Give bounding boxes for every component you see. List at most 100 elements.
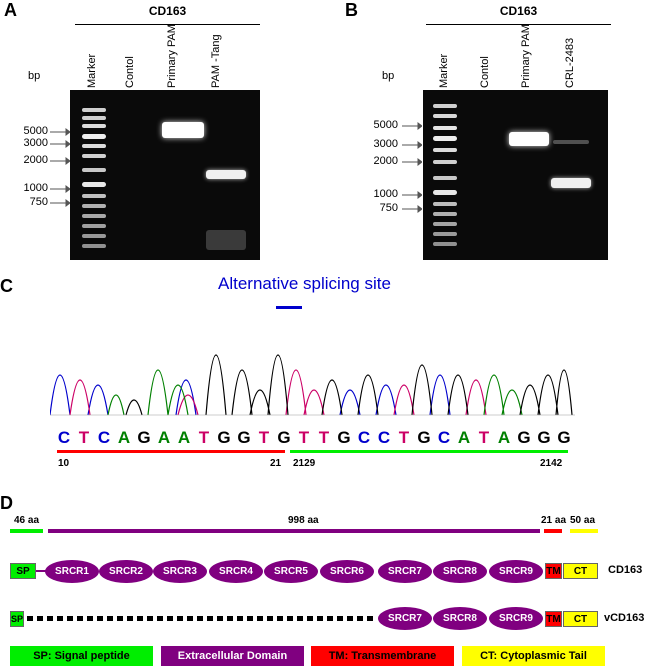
sp-length-bar	[10, 529, 43, 533]
right-end-number: 2142	[540, 458, 563, 469]
panel-d-letter: D	[0, 493, 13, 513]
sequence-base: C	[97, 428, 111, 447]
panel-c-letter: C	[0, 276, 13, 296]
panel-a-size-arrows	[50, 128, 70, 207]
sequence-base: G	[557, 428, 571, 447]
vcd163-ct-box: CT	[563, 611, 598, 627]
sequence-base: G	[417, 428, 431, 447]
panel-a-size-1000: 1000	[23, 182, 48, 194]
panel-b-crl-2483-band	[551, 178, 591, 188]
vcd163-srcr8: SRCR8	[433, 607, 487, 630]
panel-b-lane-crl-2483: CRL-2483	[564, 37, 576, 88]
panel-a-primary-pam-band	[162, 122, 204, 138]
ext-length: 998 aa	[288, 515, 319, 526]
panel-a-pam-tang-smear	[206, 230, 246, 250]
cd163-srcr2: SRCR2	[99, 560, 153, 583]
vcd163-tm-box: TM	[545, 611, 562, 627]
sequence-base: G	[217, 428, 231, 447]
sequence-base: A	[157, 428, 171, 447]
panel-a-size-750: 750	[29, 196, 48, 208]
sequence-base: C	[437, 428, 451, 447]
cd163-ct-box: CT	[563, 563, 598, 579]
sequence-base: G	[277, 428, 291, 447]
sequence-base: C	[57, 428, 71, 447]
ct-length: 50 aa	[570, 515, 596, 526]
panel-a-title: CD163	[148, 4, 187, 18]
sequence-base: A	[497, 428, 511, 447]
vcd163-srcr9: SRCR9	[489, 607, 543, 630]
cd163-srcr3: SRCR3	[153, 560, 207, 583]
sequence-base: T	[398, 428, 410, 447]
sequence-base: T	[198, 428, 210, 447]
left-end-number: 21	[270, 458, 282, 469]
legend-cytoplasmic-tail: CT: Cytoplasmic Tail	[462, 646, 605, 666]
panel-b-size-3000: 3000	[373, 138, 398, 150]
panel-b-lane-control: Contol	[479, 56, 491, 88]
ext-length-bar	[48, 529, 540, 533]
panel-b-bp-label: bp	[382, 70, 395, 82]
vcd163-label: vCD163	[604, 612, 645, 624]
panel-b-size-arrows	[402, 122, 422, 213]
panel-a-lane-control: Contol	[124, 56, 136, 88]
panel-b-lane-marker: Marker	[438, 53, 450, 88]
chromatogram	[50, 354, 575, 416]
sequence-base: C	[377, 428, 391, 447]
cd163-sp-box: SP	[10, 563, 36, 579]
tm-length: 21 aa	[541, 515, 567, 526]
panel-b-crl-2483-faint-band	[553, 140, 589, 144]
sequence-base: A	[177, 428, 191, 447]
sequence-base: G	[517, 428, 531, 447]
legend-extracellular-domain: Extracellular Domain	[161, 646, 304, 666]
sequence-base: G	[537, 428, 551, 447]
legend-signal-peptide: SP: Signal peptide	[10, 646, 153, 666]
panel-a-lane-primary-pam: Primary PAM	[166, 24, 178, 88]
cd163-srcr4: SRCR4	[209, 560, 263, 583]
cd163-srcr9: SRCR9	[489, 560, 543, 583]
cd163-srcr1: SRCR1	[45, 560, 99, 583]
sequence-base: A	[117, 428, 131, 447]
vcd163-srcr7: SRCR7	[378, 607, 432, 630]
panel-a-size-5000: 5000	[23, 125, 48, 137]
cd163-linker	[36, 570, 46, 572]
ct-length-bar	[570, 529, 598, 533]
sequence-base: T	[78, 428, 90, 447]
cd163-srcr6: SRCR6	[320, 560, 374, 583]
panel-b-title-rule	[426, 24, 611, 25]
sequence-base: T	[298, 428, 310, 447]
panel-b-size-2000: 2000	[373, 155, 398, 167]
panel-a-letter: A	[4, 0, 17, 20]
right-segment-bar	[290, 450, 568, 453]
sequence-base: T	[258, 428, 270, 447]
panel-a-pam-tang-band	[206, 170, 246, 179]
cd163-tm-box: TM	[545, 563, 562, 579]
splice-site-label: Alternative splicing site	[218, 274, 391, 293]
sequence-base: T	[318, 428, 330, 447]
panel-a-gel	[70, 90, 260, 260]
panel-a-size-3000: 3000	[23, 137, 48, 149]
panel-b-size-1000: 1000	[373, 188, 398, 200]
sequence-base: C	[357, 428, 371, 447]
panel-b-letter: B	[345, 0, 358, 20]
vcd163-sp-box: SP	[10, 611, 24, 627]
panel-a-size-2000: 2000	[23, 154, 48, 166]
vcd163-deleted-region	[27, 616, 377, 621]
cd163-srcr5: SRCR5	[264, 560, 318, 583]
panel-a-lane-marker: Marker	[86, 53, 98, 88]
sp-length: 46 aa	[14, 515, 40, 526]
sequence-base: G	[137, 428, 151, 447]
panel-a-title-rule	[75, 24, 260, 25]
panel-b-title: CD163	[499, 4, 538, 18]
legend-transmembrane: TM: Transmembrane	[311, 646, 454, 666]
cd163-label: CD163	[608, 564, 643, 576]
sequence-base: G	[337, 428, 351, 447]
panel-b-lane-primary-pam: Primary PAM	[520, 24, 532, 88]
left-start-number: 10	[58, 458, 70, 469]
splice-site-marker	[276, 306, 302, 309]
panel-a-bp-label: bp	[28, 70, 41, 82]
panel-b-primary-pam-band	[509, 132, 549, 146]
panel-b-size-750: 750	[379, 202, 398, 214]
cd163-srcr8: SRCR8	[433, 560, 487, 583]
right-start-number: 2129	[293, 458, 316, 469]
panel-b-gel	[423, 90, 608, 260]
